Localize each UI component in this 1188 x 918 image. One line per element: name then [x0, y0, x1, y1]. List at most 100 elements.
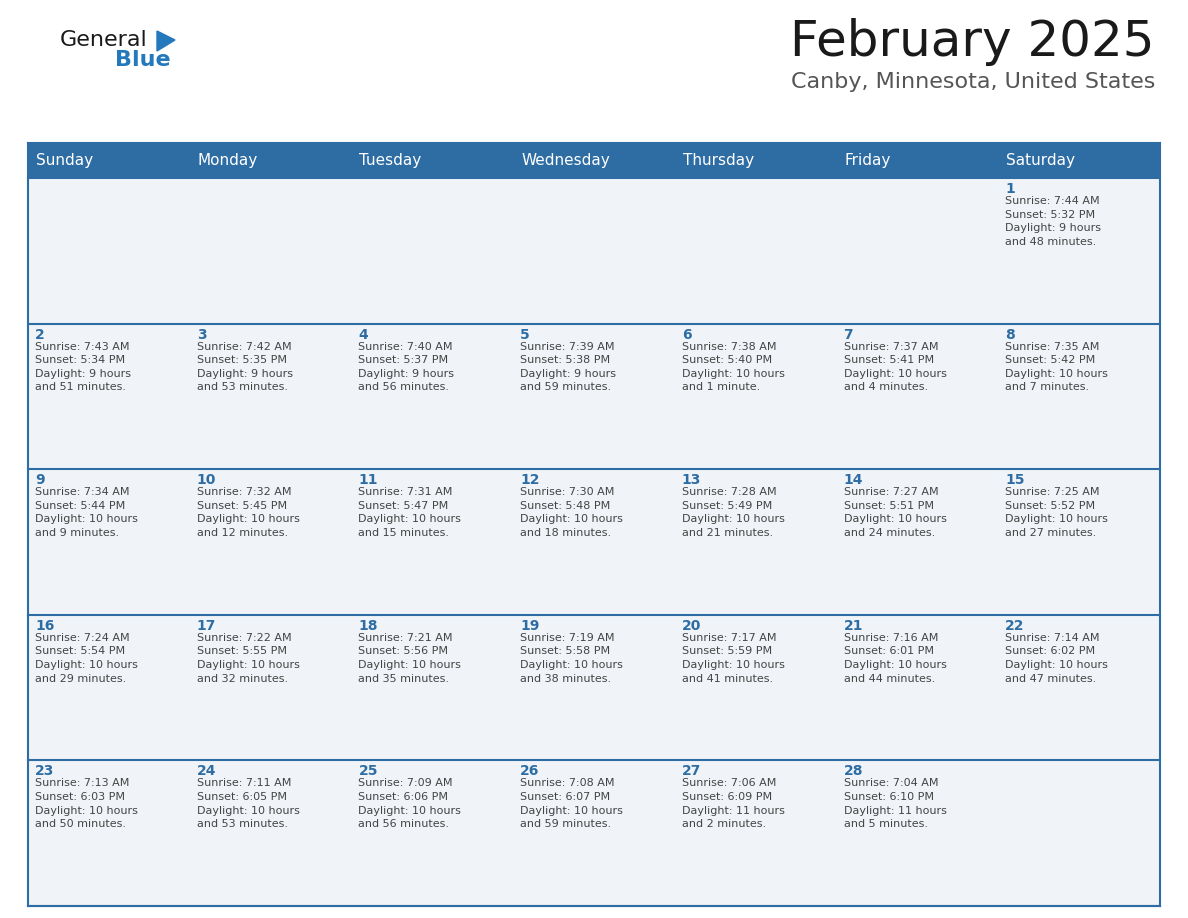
Text: Sunrise: 7:34 AM
Sunset: 5:44 PM
Daylight: 10 hours
and 9 minutes.: Sunrise: 7:34 AM Sunset: 5:44 PM Dayligh…	[34, 487, 138, 538]
Text: 9: 9	[34, 473, 45, 487]
Text: 24: 24	[197, 765, 216, 778]
Text: 18: 18	[359, 619, 378, 633]
Text: Wednesday: Wednesday	[522, 153, 609, 168]
Text: 26: 26	[520, 765, 539, 778]
Bar	[190, 469, 352, 615]
Text: 10: 10	[197, 473, 216, 487]
Text: 25: 25	[359, 765, 378, 778]
Bar	[998, 469, 1159, 615]
Text: Sunrise: 7:37 AM
Sunset: 5:41 PM
Daylight: 10 hours
and 4 minutes.: Sunrise: 7:37 AM Sunset: 5:41 PM Dayligh…	[843, 341, 947, 392]
Text: Sunrise: 7:22 AM
Sunset: 5:55 PM
Daylight: 10 hours
and 32 minutes.: Sunrise: 7:22 AM Sunset: 5:55 PM Dayligh…	[197, 633, 299, 684]
Text: 11: 11	[359, 473, 378, 487]
Bar	[513, 615, 675, 760]
Text: Sunrise: 7:39 AM
Sunset: 5:38 PM
Daylight: 9 hours
and 59 minutes.: Sunrise: 7:39 AM Sunset: 5:38 PM Dayligh…	[520, 341, 617, 392]
Bar	[836, 324, 998, 469]
Text: Sunrise: 7:40 AM
Sunset: 5:37 PM
Daylight: 9 hours
and 56 minutes.: Sunrise: 7:40 AM Sunset: 5:37 PM Dayligh…	[359, 341, 455, 392]
Bar	[675, 178, 836, 324]
Bar	[352, 760, 513, 906]
Bar	[352, 324, 513, 469]
Text: 5: 5	[520, 328, 530, 341]
Text: 13: 13	[682, 473, 701, 487]
Text: 23: 23	[34, 765, 55, 778]
Text: Tuesday: Tuesday	[360, 153, 422, 168]
Bar	[190, 760, 352, 906]
Bar	[352, 615, 513, 760]
Text: 27: 27	[682, 765, 701, 778]
Text: Sunrise: 7:09 AM
Sunset: 6:06 PM
Daylight: 10 hours
and 56 minutes.: Sunrise: 7:09 AM Sunset: 6:06 PM Dayligh…	[359, 778, 461, 829]
Text: 22: 22	[1005, 619, 1025, 633]
Text: Sunrise: 7:24 AM
Sunset: 5:54 PM
Daylight: 10 hours
and 29 minutes.: Sunrise: 7:24 AM Sunset: 5:54 PM Dayligh…	[34, 633, 138, 684]
Text: 17: 17	[197, 619, 216, 633]
Text: Sunrise: 7:16 AM
Sunset: 6:01 PM
Daylight: 10 hours
and 44 minutes.: Sunrise: 7:16 AM Sunset: 6:01 PM Dayligh…	[843, 633, 947, 684]
Bar	[675, 324, 836, 469]
Text: Monday: Monday	[197, 153, 258, 168]
Bar	[998, 178, 1159, 324]
Text: 6: 6	[682, 328, 691, 341]
Text: February 2025: February 2025	[790, 18, 1155, 66]
Text: 15: 15	[1005, 473, 1025, 487]
Text: 28: 28	[843, 765, 862, 778]
Bar	[998, 615, 1159, 760]
Text: 3: 3	[197, 328, 207, 341]
Text: Thursday: Thursday	[683, 153, 754, 168]
Bar	[352, 469, 513, 615]
Text: Sunrise: 7:35 AM
Sunset: 5:42 PM
Daylight: 10 hours
and 7 minutes.: Sunrise: 7:35 AM Sunset: 5:42 PM Dayligh…	[1005, 341, 1108, 392]
Bar	[836, 615, 998, 760]
Bar	[29, 324, 190, 469]
Text: Blue: Blue	[115, 50, 171, 70]
Text: Sunrise: 7:17 AM
Sunset: 5:59 PM
Daylight: 10 hours
and 41 minutes.: Sunrise: 7:17 AM Sunset: 5:59 PM Dayligh…	[682, 633, 785, 684]
Bar	[29, 615, 190, 760]
Text: Sunrise: 7:38 AM
Sunset: 5:40 PM
Daylight: 10 hours
and 1 minute.: Sunrise: 7:38 AM Sunset: 5:40 PM Dayligh…	[682, 341, 785, 392]
Bar	[29, 760, 190, 906]
Polygon shape	[157, 31, 175, 51]
Bar	[190, 615, 352, 760]
Bar	[29, 143, 1159, 178]
Text: Sunrise: 7:28 AM
Sunset: 5:49 PM
Daylight: 10 hours
and 21 minutes.: Sunrise: 7:28 AM Sunset: 5:49 PM Dayligh…	[682, 487, 785, 538]
Text: General: General	[61, 30, 147, 50]
Bar	[513, 760, 675, 906]
Text: 20: 20	[682, 619, 701, 633]
Bar	[513, 324, 675, 469]
Text: Canby, Minnesota, United States: Canby, Minnesota, United States	[791, 72, 1155, 92]
Bar	[836, 760, 998, 906]
Text: 16: 16	[34, 619, 55, 633]
Text: Sunrise: 7:30 AM
Sunset: 5:48 PM
Daylight: 10 hours
and 18 minutes.: Sunrise: 7:30 AM Sunset: 5:48 PM Dayligh…	[520, 487, 623, 538]
Text: Sunrise: 7:11 AM
Sunset: 6:05 PM
Daylight: 10 hours
and 53 minutes.: Sunrise: 7:11 AM Sunset: 6:05 PM Dayligh…	[197, 778, 299, 829]
Text: Sunrise: 7:08 AM
Sunset: 6:07 PM
Daylight: 10 hours
and 59 minutes.: Sunrise: 7:08 AM Sunset: 6:07 PM Dayligh…	[520, 778, 623, 829]
Bar	[998, 760, 1159, 906]
Text: Sunrise: 7:19 AM
Sunset: 5:58 PM
Daylight: 10 hours
and 38 minutes.: Sunrise: 7:19 AM Sunset: 5:58 PM Dayligh…	[520, 633, 623, 684]
Text: Sunrise: 7:43 AM
Sunset: 5:34 PM
Daylight: 9 hours
and 51 minutes.: Sunrise: 7:43 AM Sunset: 5:34 PM Dayligh…	[34, 341, 131, 392]
Text: Saturday: Saturday	[1006, 153, 1075, 168]
Text: 12: 12	[520, 473, 539, 487]
Bar	[29, 469, 190, 615]
Text: Sunrise: 7:42 AM
Sunset: 5:35 PM
Daylight: 9 hours
and 53 minutes.: Sunrise: 7:42 AM Sunset: 5:35 PM Dayligh…	[197, 341, 292, 392]
Bar	[190, 324, 352, 469]
Text: Sunrise: 7:21 AM
Sunset: 5:56 PM
Daylight: 10 hours
and 35 minutes.: Sunrise: 7:21 AM Sunset: 5:56 PM Dayligh…	[359, 633, 461, 684]
Text: 8: 8	[1005, 328, 1015, 341]
Bar	[513, 469, 675, 615]
Bar	[190, 178, 352, 324]
Text: Sunrise: 7:06 AM
Sunset: 6:09 PM
Daylight: 11 hours
and 2 minutes.: Sunrise: 7:06 AM Sunset: 6:09 PM Dayligh…	[682, 778, 785, 829]
Text: 2: 2	[34, 328, 45, 341]
Text: Sunrise: 7:13 AM
Sunset: 6:03 PM
Daylight: 10 hours
and 50 minutes.: Sunrise: 7:13 AM Sunset: 6:03 PM Dayligh…	[34, 778, 138, 829]
Bar	[998, 324, 1159, 469]
Text: 21: 21	[843, 619, 862, 633]
Text: Sunrise: 7:14 AM
Sunset: 6:02 PM
Daylight: 10 hours
and 47 minutes.: Sunrise: 7:14 AM Sunset: 6:02 PM Dayligh…	[1005, 633, 1108, 684]
Text: Sunrise: 7:04 AM
Sunset: 6:10 PM
Daylight: 11 hours
and 5 minutes.: Sunrise: 7:04 AM Sunset: 6:10 PM Dayligh…	[843, 778, 947, 829]
Text: Sunrise: 7:31 AM
Sunset: 5:47 PM
Daylight: 10 hours
and 15 minutes.: Sunrise: 7:31 AM Sunset: 5:47 PM Dayligh…	[359, 487, 461, 538]
Text: Friday: Friday	[845, 153, 891, 168]
Bar	[675, 469, 836, 615]
Bar	[352, 178, 513, 324]
Text: 19: 19	[520, 619, 539, 633]
Bar	[836, 469, 998, 615]
Text: 14: 14	[843, 473, 862, 487]
Text: 1: 1	[1005, 182, 1015, 196]
Bar	[29, 178, 190, 324]
Bar	[675, 615, 836, 760]
Bar	[675, 760, 836, 906]
Text: Sunrise: 7:32 AM
Sunset: 5:45 PM
Daylight: 10 hours
and 12 minutes.: Sunrise: 7:32 AM Sunset: 5:45 PM Dayligh…	[197, 487, 299, 538]
Text: Sunrise: 7:27 AM
Sunset: 5:51 PM
Daylight: 10 hours
and 24 minutes.: Sunrise: 7:27 AM Sunset: 5:51 PM Dayligh…	[843, 487, 947, 538]
Text: Sunday: Sunday	[36, 153, 93, 168]
Bar	[513, 178, 675, 324]
Text: Sunrise: 7:44 AM
Sunset: 5:32 PM
Daylight: 9 hours
and 48 minutes.: Sunrise: 7:44 AM Sunset: 5:32 PM Dayligh…	[1005, 196, 1101, 247]
